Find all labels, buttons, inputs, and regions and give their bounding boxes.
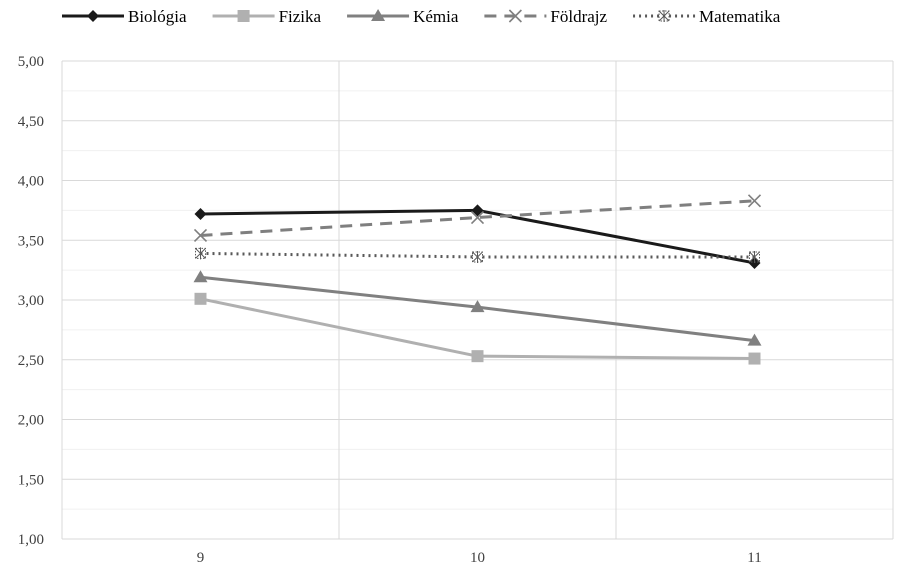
data-point bbox=[472, 250, 483, 263]
data-point bbox=[470, 300, 485, 313]
y-tick-label: 4,50 bbox=[18, 114, 44, 130]
legend-label: Földrajz bbox=[550, 7, 607, 26]
legend-entry: Fizika bbox=[212, 7, 322, 26]
series-2 bbox=[193, 270, 762, 346]
y-tick-label: 1,00 bbox=[18, 532, 44, 548]
legend-marker bbox=[237, 10, 250, 22]
series-4 bbox=[195, 247, 760, 263]
data-point bbox=[193, 270, 208, 283]
legend-marker bbox=[508, 9, 522, 23]
legend-entry: Biológia bbox=[62, 7, 187, 26]
series-3 bbox=[193, 194, 762, 243]
legend-label: Fizika bbox=[279, 7, 322, 26]
y-tick-label: 3,00 bbox=[18, 293, 44, 309]
legend-marker bbox=[658, 10, 670, 22]
y-tick-label: 2,00 bbox=[18, 413, 44, 429]
data-point bbox=[471, 204, 484, 217]
legend-entry: Földrajz bbox=[484, 7, 607, 26]
x-axis: 9 10 11 bbox=[197, 550, 762, 566]
x-tick-label: 10 bbox=[470, 550, 485, 566]
y-tick-label: 5,00 bbox=[18, 54, 44, 70]
legend: Biológia Fizika Kémia Földrajz Matematika bbox=[62, 7, 781, 26]
data-point bbox=[194, 207, 207, 220]
x-tick-label: 9 bbox=[197, 550, 205, 566]
y-axis: 1,00 1,50 2,00 2,50 3,00 3,50 4,00 4,50 5,00 bbox=[18, 54, 44, 548]
legend-entry: Kémia bbox=[347, 7, 459, 26]
data-point bbox=[470, 210, 485, 225]
data-point bbox=[471, 350, 484, 363]
data-point bbox=[749, 250, 760, 263]
series-1 bbox=[194, 292, 761, 365]
legend-label: Kémia bbox=[413, 7, 459, 26]
data-point bbox=[747, 194, 762, 208]
legend-label: Biológia bbox=[128, 7, 187, 26]
data-point bbox=[747, 333, 762, 346]
series-group bbox=[193, 194, 762, 365]
x-tick-label: 11 bbox=[747, 550, 761, 566]
legend-marker bbox=[87, 10, 99, 22]
grid-lines bbox=[61, 60, 894, 540]
data-point bbox=[195, 247, 206, 260]
legend-marker bbox=[371, 9, 386, 21]
data-point bbox=[193, 228, 208, 243]
y-tick-label: 1,50 bbox=[18, 472, 44, 488]
y-tick-label: 4,00 bbox=[18, 174, 44, 190]
y-tick-label: 3,50 bbox=[18, 233, 44, 249]
legend-label: Matematika bbox=[699, 7, 781, 26]
legend-entry: Matematika bbox=[633, 7, 781, 26]
data-point bbox=[748, 352, 761, 365]
y-tick-label: 2,50 bbox=[18, 353, 44, 369]
data-point bbox=[194, 292, 207, 305]
series-line bbox=[200, 199, 755, 237]
